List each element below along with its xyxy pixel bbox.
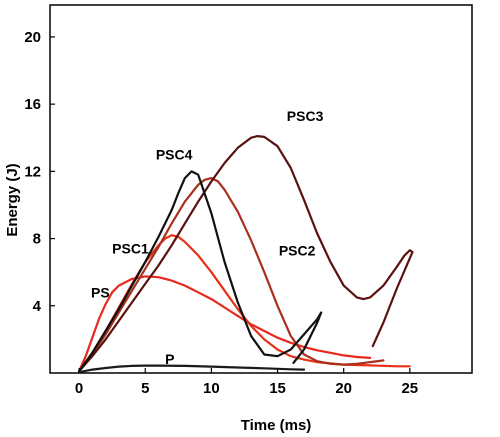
y-tick-label: 20 — [24, 29, 41, 46]
y-axis-title: Energy (J) — [4, 163, 21, 236]
x-tick-label: 20 — [335, 380, 352, 397]
ticks: 0 5 10 15 20 25 4 8 12 16 20 — [24, 29, 418, 397]
curve-label-psc2: PSC2 — [279, 242, 316, 258]
x-tick-label: 5 — [141, 380, 149, 397]
x-tick-label: 15 — [269, 380, 286, 397]
series-line-psc3 — [78, 135, 414, 373]
curve-label-ps: PS — [91, 284, 110, 300]
y-tick-label: 8 — [33, 231, 41, 248]
series-line-ps — [78, 275, 372, 373]
y-tick-label: 16 — [24, 96, 41, 113]
y-tick-label: 4 — [33, 298, 42, 315]
x-axis-title: Time (ms) — [241, 417, 312, 434]
x-tick-label: 0 — [75, 380, 83, 397]
series-line-psc4 — [78, 170, 323, 373]
curve-label-psc3: PSC3 — [287, 108, 324, 124]
curves — [78, 135, 414, 374]
x-tick-label: 25 — [401, 380, 418, 397]
curve-labels: P PS PSC1 PSC2 PSC3 PSC4 — [91, 108, 324, 367]
curve-label-psc1: PSC1 — [112, 241, 149, 257]
plot-border — [49, 4, 473, 374]
series-line-p — [78, 364, 306, 374]
curve-label-psc4: PSC4 — [156, 147, 193, 163]
x-tick-label: 10 — [203, 380, 220, 397]
y-tick-label: 12 — [24, 163, 41, 180]
curve-label-p: P — [165, 351, 174, 367]
plot-frame — [49, 4, 473, 374]
series-line-psc2 — [78, 177, 385, 373]
